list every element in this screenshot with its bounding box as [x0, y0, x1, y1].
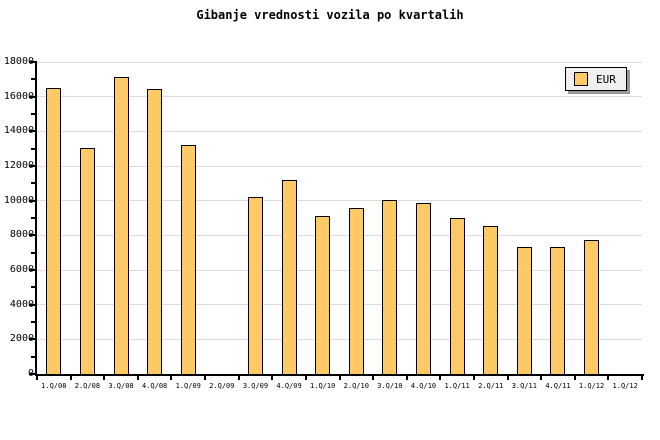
x-axis-tick [103, 376, 106, 380]
x-axis-tick-label: 4.Q/08 [141, 382, 168, 390]
bar [348, 208, 364, 374]
y-axis-tick [29, 95, 36, 98]
x-axis-tick [304, 376, 307, 380]
chart-title: Gibanje vrednosti vozila po kvartalih [196, 8, 464, 22]
gridline [37, 234, 642, 236]
x-axis-tick [472, 376, 475, 380]
y-axis-tick-label: 2000 [9, 333, 34, 345]
x-axis-tick-label: 3.Q/11 [511, 382, 537, 390]
x-axis-tick [506, 376, 509, 380]
x-axis-tick [573, 376, 576, 380]
x-axis-tick [170, 376, 173, 380]
x-axis-line [35, 374, 644, 376]
bar [516, 246, 532, 374]
x-axis-tick-label: 4.Q/10 [410, 382, 437, 390]
y-axis-minor-tick [31, 355, 36, 358]
x-axis-tick-label: 4.Q/09 [276, 382, 302, 390]
gridline [37, 338, 642, 340]
x-axis-tick-label: 2.Q/09 [209, 382, 235, 390]
bar [584, 239, 600, 374]
x-axis-tick-label: 1.Q/12 [578, 382, 605, 390]
bar [449, 218, 465, 374]
x-axis-tick-label: 2.Q/08 [74, 382, 101, 390]
x-axis-tick-label: 3.Q/10 [377, 382, 403, 390]
legend: EUR [565, 67, 627, 91]
bar [180, 145, 196, 374]
x-axis-tick [439, 376, 442, 380]
y-axis-tick [29, 303, 36, 306]
y-axis-tick [29, 269, 36, 271]
gridline [37, 165, 642, 167]
x-axis-tick-label: 2.Q/11 [478, 382, 504, 390]
y-axis-tick [29, 130, 36, 133]
y-axis-minor-tick [31, 182, 36, 185]
x-axis-tick-label: 3.Q/09 [242, 382, 269, 390]
x-axis-tick [607, 376, 610, 380]
x-axis-tick [237, 376, 240, 380]
y-axis-tick [29, 199, 36, 202]
gridline [37, 130, 642, 132]
bar [382, 199, 398, 374]
y-axis-tick-label: 0 [27, 368, 34, 379]
y-axis-tick-label: 8000 [9, 229, 34, 241]
x-axis-tick [136, 376, 139, 380]
y-axis-minor-tick [31, 251, 36, 254]
y-axis-minor-tick [31, 113, 36, 115]
bar [281, 179, 297, 374]
gridline [37, 304, 642, 306]
x-axis-tick [372, 376, 375, 380]
y-axis-tick [29, 165, 36, 167]
x-axis-tick [540, 376, 543, 380]
bar [416, 203, 432, 374]
gridline [37, 61, 642, 63]
x-axis-tick [204, 376, 207, 380]
gridline [37, 269, 642, 271]
y-axis-tick-label: 10000 [3, 194, 34, 206]
x-axis-tick [405, 376, 408, 380]
gridline [37, 200, 642, 202]
x-axis-tick [641, 376, 643, 380]
legend-series-label: EUR [596, 72, 616, 86]
bar [113, 76, 129, 374]
y-axis-line [35, 61, 37, 376]
legend-swatch-eur-icon [574, 72, 588, 86]
y-axis-tick-label: 14000 [3, 125, 34, 137]
x-axis-tick [36, 376, 38, 380]
y-axis-tick [29, 234, 36, 237]
y-axis-minor-tick [31, 78, 36, 81]
x-axis-tick-label: 2.Q/10 [343, 382, 369, 390]
y-axis-tick-label: 16000 [3, 90, 34, 102]
bar [315, 216, 331, 374]
x-axis-tick-label: 1.Q/11 [444, 382, 470, 390]
x-axis-tick [338, 376, 341, 380]
x-axis-tick [69, 376, 72, 380]
x-axis-tick-label: 4.Q/11 [545, 382, 571, 390]
gridline [37, 96, 642, 98]
x-axis-tick-label: 1.Q/10 [310, 382, 336, 390]
x-axis-tick-label: 1.Q/08 [41, 382, 67, 390]
y-axis-minor-tick [31, 321, 36, 323]
bar [79, 147, 95, 374]
x-axis-tick [271, 376, 274, 380]
bar [247, 197, 263, 374]
x-axis-tick-label: 1.Q/09 [175, 382, 201, 390]
y-axis-tick-label: 12000 [3, 160, 34, 171]
y-axis-minor-tick [31, 217, 36, 219]
y-axis-minor-tick [31, 147, 36, 150]
bar [147, 88, 163, 374]
y-axis-tick-label: 18000 [3, 56, 34, 67]
bar [483, 225, 499, 374]
y-axis-tick-label: 4000 [9, 298, 34, 310]
x-axis-tick-label: 1.Q/12 [612, 382, 638, 390]
y-axis-tick [29, 61, 36, 63]
y-axis-tick [29, 373, 36, 375]
y-axis-tick-label: 6000 [9, 264, 34, 275]
x-axis-tick-label: 3.Q/08 [108, 382, 134, 390]
bar [550, 247, 566, 374]
y-axis-tick [29, 338, 36, 341]
y-axis-minor-tick [31, 286, 36, 289]
bar [46, 88, 62, 374]
